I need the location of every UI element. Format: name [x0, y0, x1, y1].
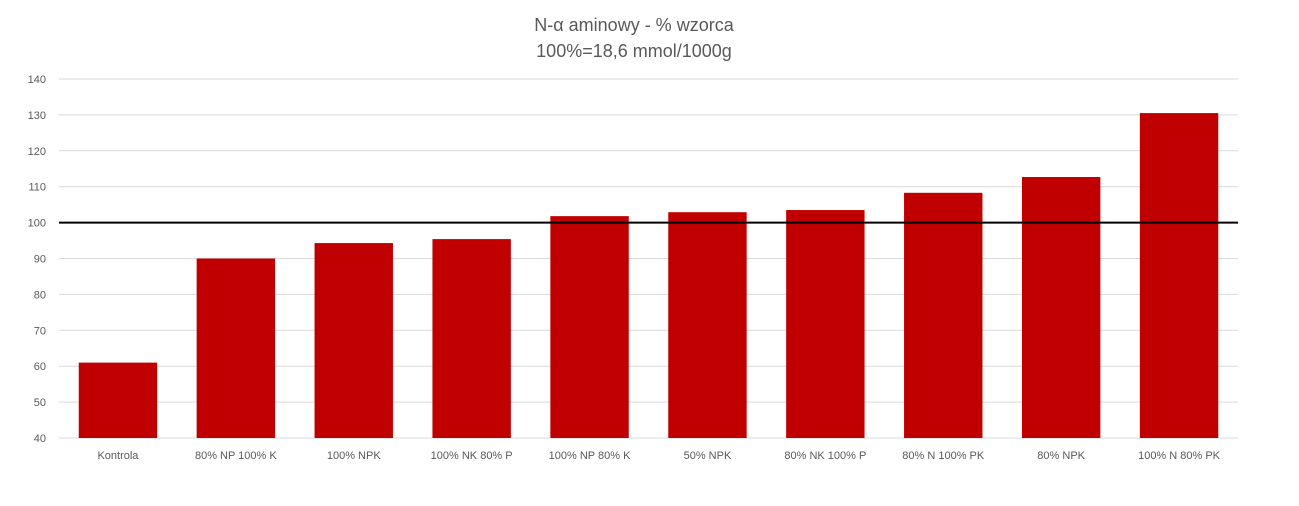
bar — [1021, 177, 1101, 438]
x-tick-label: 100% N 80% PK — [1138, 450, 1221, 462]
y-tick-label: 60 — [34, 361, 46, 373]
y-tick-label: 110 — [28, 182, 46, 194]
y-tick-label: 120 — [28, 146, 46, 158]
bar — [1139, 113, 1219, 438]
bar — [904, 192, 983, 438]
x-tick-label: 80% N 100% PK — [902, 450, 985, 462]
x-tick-label: 100% NP 80% K — [549, 450, 631, 462]
x-tick-label: 80% NPK — [1037, 450, 1085, 462]
chart-title: N-α aminowy - % wzorca — [534, 15, 734, 35]
y-tick-label: 70 — [34, 325, 46, 337]
x-tick-label: 100% NPK — [327, 450, 381, 462]
y-axis-ticks: 40 50 60 70 80 90 100 110 120 130 140 — [28, 74, 46, 445]
x-tick-label: 80% NK 100% P — [784, 450, 866, 462]
bar — [196, 258, 276, 438]
y-tick-label: 40 — [34, 433, 46, 445]
y-tick-label: 50 — [34, 397, 46, 409]
y-tick-label: 100 — [28, 218, 46, 230]
x-tick-label: 50% NPK — [684, 450, 732, 462]
bar — [786, 210, 865, 438]
x-tick-label: 100% NK 80% P — [431, 450, 513, 462]
bar — [550, 216, 629, 438]
bar — [432, 239, 511, 438]
bar — [78, 362, 158, 438]
chart-subtitle: 100%=18,6 mmol/1000g — [536, 41, 732, 61]
x-axis-labels: Kontrola 80% NP 100% K 100% NPK 100% NK 80%… — [97, 450, 1220, 462]
y-tick-label: 140 — [28, 74, 46, 86]
bar — [314, 243, 393, 438]
y-tick-label: 80 — [34, 289, 46, 301]
bar — [668, 212, 747, 438]
x-tick-label: Kontrola — [97, 450, 139, 462]
x-tick-label: 80% NP 100% K — [195, 450, 277, 462]
y-tick-label: 90 — [34, 254, 46, 266]
bars — [78, 113, 1219, 438]
y-tick-label: 130 — [28, 110, 46, 122]
